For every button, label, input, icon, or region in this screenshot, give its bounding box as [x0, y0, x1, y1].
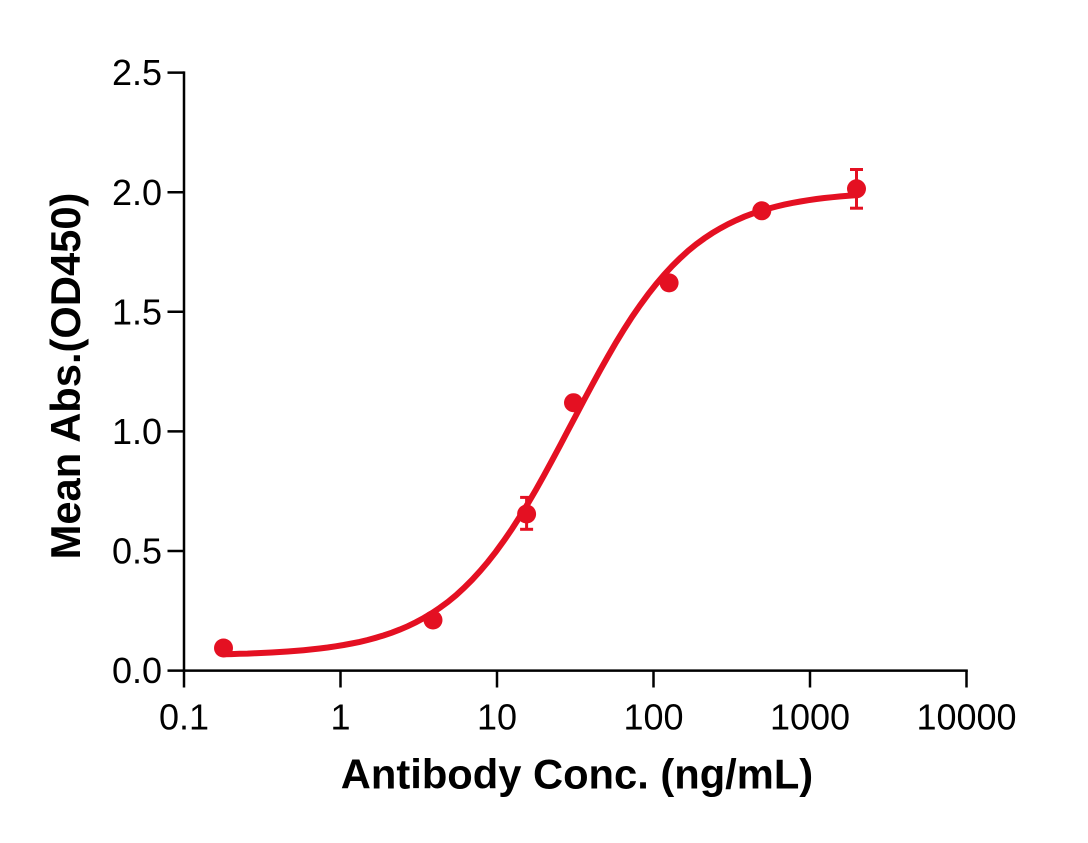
svg-text:Mean Abs.(OD450): Mean Abs.(OD450) [42, 193, 89, 560]
svg-text:1: 1 [330, 697, 350, 738]
svg-text:0.1: 0.1 [159, 697, 209, 738]
svg-text:2.5: 2.5 [112, 52, 162, 93]
svg-text:10000: 10000 [916, 697, 1016, 738]
svg-text:1000: 1000 [770, 697, 850, 738]
svg-text:1.0: 1.0 [112, 411, 162, 452]
svg-text:10: 10 [477, 697, 517, 738]
svg-text:2.0: 2.0 [112, 172, 162, 213]
svg-text:0.5: 0.5 [112, 531, 162, 572]
svg-text:100: 100 [623, 697, 683, 738]
svg-text:1.5: 1.5 [112, 291, 162, 332]
svg-text:0.0: 0.0 [112, 650, 162, 691]
svg-text:Antibody Conc. (ng/mL): Antibody Conc. (ng/mL) [341, 751, 813, 798]
